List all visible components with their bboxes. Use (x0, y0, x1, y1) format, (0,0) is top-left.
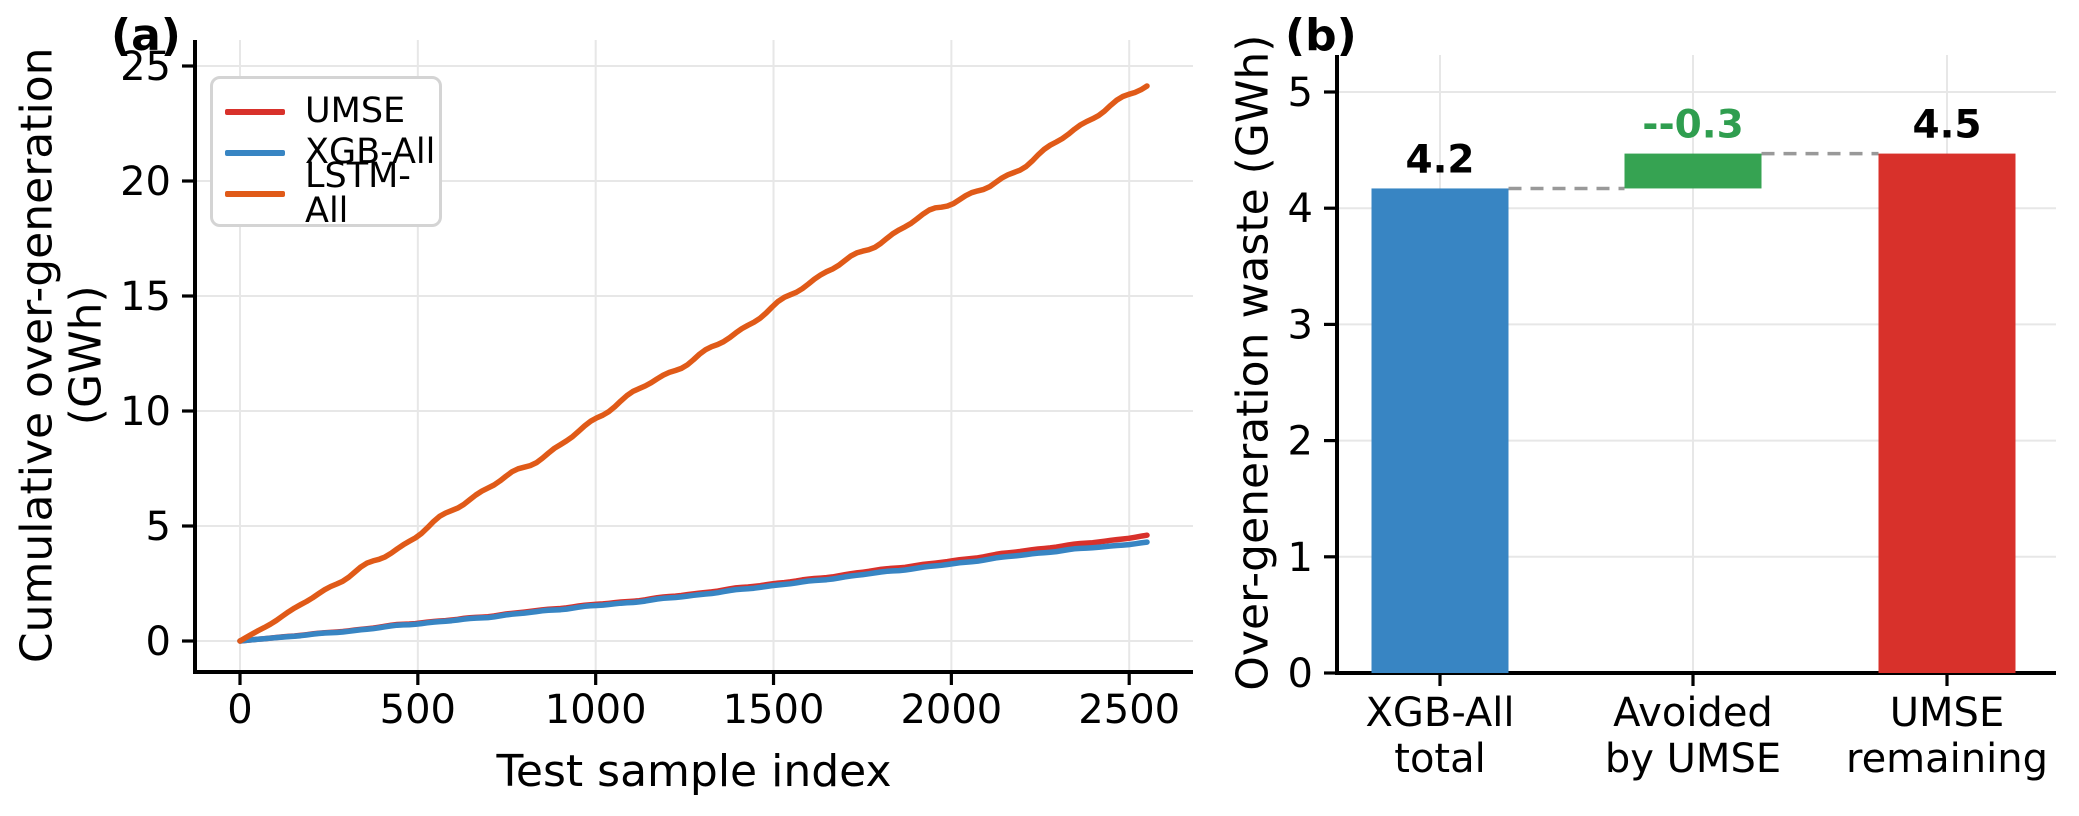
bar-value-label: 4.5 (1912, 103, 1981, 148)
legend-swatch-umse (225, 108, 285, 115)
bar-value-label: 4.2 (1405, 137, 1474, 182)
y-tick-label: 10 (120, 389, 171, 435)
y-tick-label: 2 (1288, 419, 1313, 465)
panel-a-title: (a) (111, 10, 181, 61)
y-tick-label: 25 (120, 44, 171, 90)
y-tick-label: 1 (1288, 535, 1313, 581)
legend-item-umse: UMSE (225, 91, 439, 132)
legend-swatch-xgb-all (225, 149, 285, 156)
legend-item-xgb-all: XGB-All (225, 132, 439, 173)
x-tick-label: 0 (227, 687, 252, 733)
bar-xgb-all-total (1371, 188, 1509, 674)
panel-a-xlabel: Test sample index (496, 746, 892, 797)
x-tick-label: 1500 (723, 687, 825, 733)
series-line-xgb-all (237, 539, 1150, 644)
y-tick-label: 20 (120, 159, 171, 205)
legend-item-lstm-all: LSTM-All (225, 158, 439, 228)
bar-value-label: --0.3 (1642, 103, 1743, 148)
legend-label-lstm-all: LSTM-All (305, 155, 411, 231)
y-tick-label: 4 (1288, 186, 1313, 232)
panel-a-ylabel: Cumulative over-generation (GWh) (11, 47, 112, 664)
x-category-label: UMSE remaining (1846, 690, 2048, 782)
panel-b-title: (b) (1285, 10, 1357, 61)
y-tick-label: 15 (120, 274, 171, 320)
series-line-umse (237, 532, 1150, 644)
legend-label-umse: UMSE (305, 91, 406, 131)
legend: UMSE XGB-All LSTM-All (210, 76, 442, 228)
x-category-label: XGB-All total (1366, 690, 1515, 782)
y-tick-label: 5 (1288, 70, 1313, 116)
y-tick-label: 3 (1288, 302, 1313, 348)
bar-umse-remaining (1878, 153, 2016, 673)
x-tick-label: 2500 (1078, 687, 1180, 733)
bar-avoided-by-umse (1624, 153, 1762, 189)
legend-label-xgb-all: XGB-All (305, 132, 436, 172)
y-tick-label: 0 (1288, 651, 1313, 697)
legend-swatch-lstm-all (225, 190, 285, 197)
x-tick-label: 2000 (900, 687, 1002, 733)
panel-b-ylabel: Over-generation waste (GWh) (1227, 34, 1279, 691)
x-category-label: Avoided by UMSE (1605, 690, 1781, 782)
x-tick-label: 1000 (545, 687, 647, 733)
y-tick-label: 5 (146, 504, 171, 550)
y-tick-label: 0 (146, 619, 171, 665)
series-line-lstm-all (237, 83, 1150, 644)
x-tick-label: 500 (380, 687, 456, 733)
